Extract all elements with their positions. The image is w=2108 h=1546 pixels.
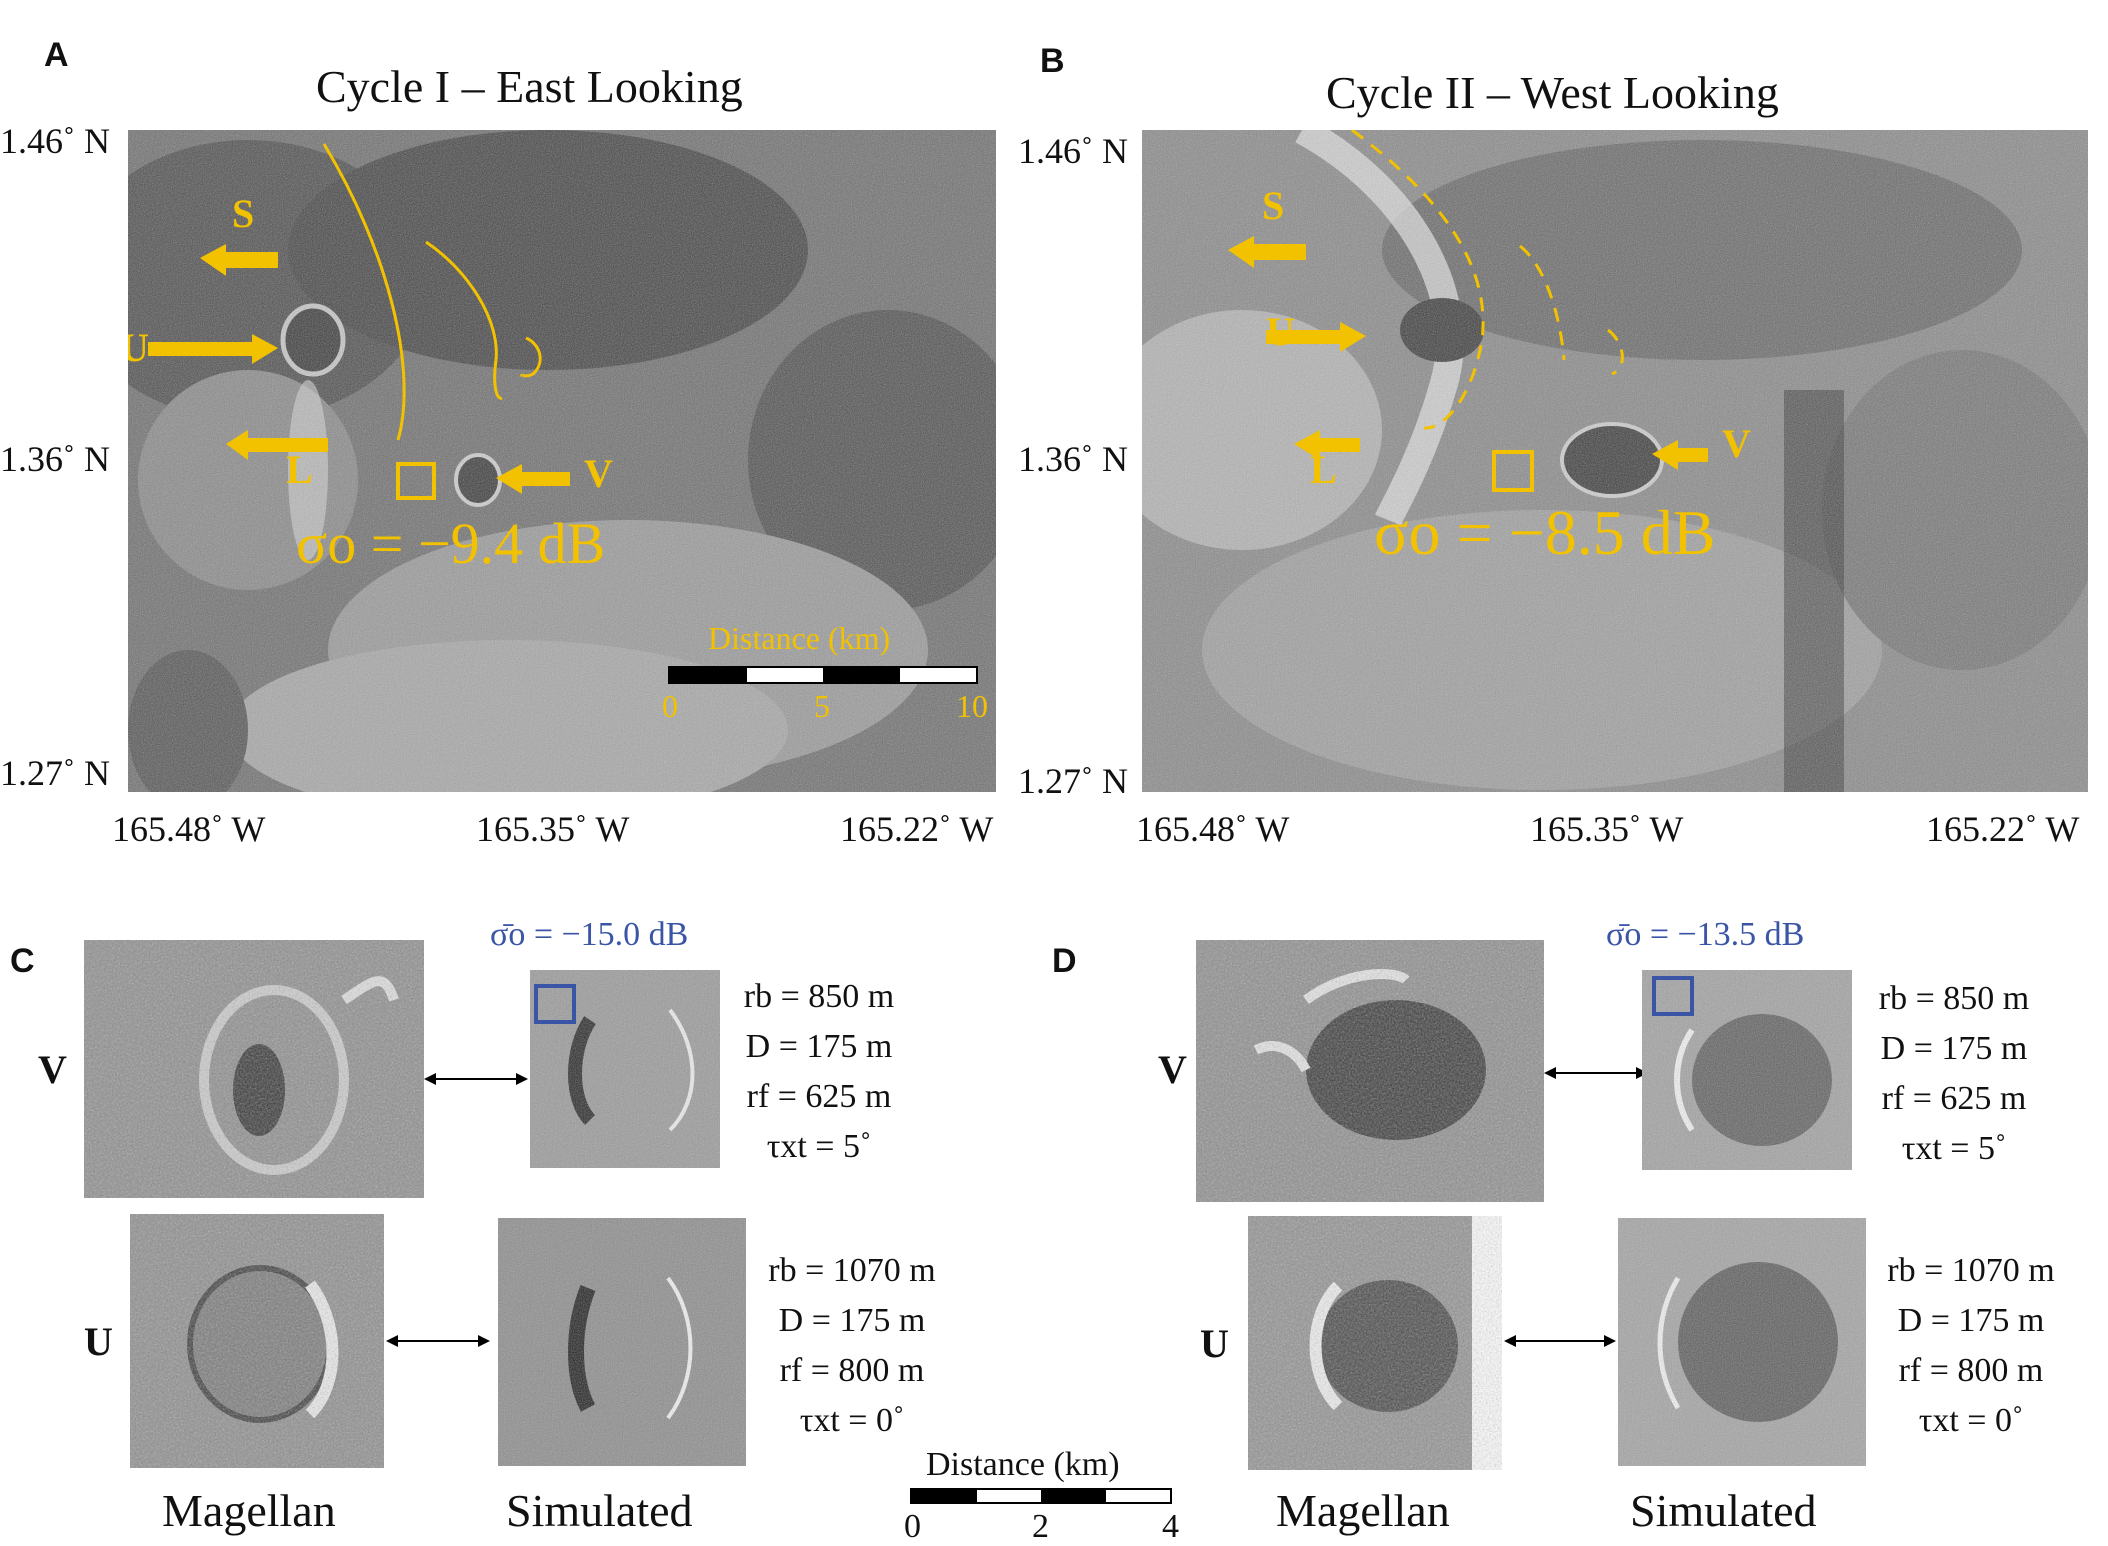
panel-b-radar-image: S U L V σo = −8.5 dB [1142,130,2088,792]
panel-c-caption-magellan: Magellan [162,1485,336,1536]
panel-a-scale-title: Distance (km) [708,620,891,656]
panel-c-sigma-bar: σ̄o = −15.0 dB [490,916,689,953]
param-rb: rb = 850 m [743,978,895,1015]
panel-d-u-simulated-image [1618,1218,1866,1466]
param-tau: τxt = 0˚ [799,1402,905,1439]
panel-a-letter: A [44,36,69,74]
panel-a-lat-1: 1.46˚ N [0,121,110,161]
panel-b-lat-1: 1.46˚ N [1018,131,1128,171]
panel-a-sigma: σo = −9.4 dB [296,511,606,576]
panel-c-v-params: rb = 850 m D = 175 m rf = 625 m τxt = 5˚ [724,972,914,1172]
panel-c-u-params: rb = 1070 m D = 175 m rf = 800 m τxt = 0… [752,1246,952,1446]
panel-a-lat-3: 1.27˚ N [0,753,110,793]
param-rf: rf = 625 m [746,1078,892,1115]
marker-l-label: L [286,447,313,492]
panel-d-v-simulated-image [1642,970,1852,1170]
panel-d-letter: D [1052,942,1077,980]
panel-d-u-params: rb = 1070 m D = 175 m rf = 800 m τxt = 0… [1866,1246,2076,1446]
marker-u-label: U [128,325,149,370]
param-rb: rb = 1070 m [768,1252,936,1289]
panel-d-sigma-bar: σ̄o = −13.5 dB [1606,916,1805,953]
panel-a-lat-2: 1.36˚ N [0,439,110,479]
param-d: D = 175 m [778,1302,926,1339]
panel-a-lon-3: 165.22˚ W [840,809,994,849]
panel-b-lon-2: 165.35˚ W [1530,809,1684,849]
bottom-scale-bar: Distance (km) 0 2 4 [904,1446,1179,1545]
param-tau: τxt = 0˚ [1918,1402,2024,1439]
panel-a-scale-tick-1: 5 [814,688,830,724]
panel-c-u-magellan-image [130,1214,384,1468]
param-rb: rb = 850 m [1878,980,2030,1017]
marker-v-label: V [1722,421,1751,466]
panel-b-sigma: σo = −8.5 dB [1374,497,1716,568]
panel-a-scale-bar: Distance (km) 0 5 10 [662,620,988,724]
marker-s-label: S [1262,183,1285,228]
panel-d-v-magellan-image [1196,940,1544,1202]
panel-b-lat-3: 1.27˚ N [1018,761,1128,801]
panel-d-v-arrow [1544,1067,1648,1079]
panel-c-caption-simulated: Simulated [506,1485,693,1536]
panel-d-caption-simulated: Simulated [1630,1485,1817,1536]
panel-c-row-v-label: V [38,1047,67,1092]
panel-d-caption-magellan: Magellan [1276,1485,1450,1536]
panel-c-row-u-label: U [84,1319,113,1364]
panel-b-letter: B [1040,42,1065,80]
bottom-scale-tick-2: 4 [1162,1508,1179,1545]
panel-c-v-magellan-image [84,940,424,1198]
param-rb: rb = 1070 m [1887,1252,2055,1289]
bottom-scale-title: Distance (km) [926,1446,1120,1483]
param-tau: τxt = 5˚ [1901,1130,2007,1167]
panel-d-u-magellan-image [1248,1216,1502,1470]
bottom-scale-tick-1: 2 [1032,1508,1049,1545]
panel-a-lon-2: 165.35˚ W [476,809,630,849]
param-d: D = 175 m [1897,1302,2045,1339]
panel-a-scale-tick-0: 0 [662,688,678,724]
marker-u-label: U [1266,309,1295,354]
marker-v-label: V [584,451,613,496]
panel-c-u-simulated-image [498,1218,746,1466]
panel-d-row-u-label: U [1200,1321,1229,1366]
panel-d-v-params: rb = 850 m D = 175 m rf = 625 m τxt = 5˚ [1854,974,2054,1174]
panel-c-letter: C [10,942,35,980]
panel-b-lat-2: 1.36˚ N [1018,439,1128,479]
param-d: D = 175 m [1880,1030,2028,1067]
param-rf: rf = 625 m [1881,1080,2027,1117]
panel-a-scale-tick-2: 10 [956,688,988,724]
panel-a-radar-image: S U L V σo = −9.4 dB Distance (km) 0 5 1… [128,130,996,792]
param-rf: rf = 800 m [1898,1352,2044,1389]
marker-l-label: L [1310,447,1337,492]
param-tau: τxt = 5˚ [766,1128,872,1165]
panel-a-title: Cycle I – East Looking [316,61,743,112]
panel-c-v-simulated-image [530,970,720,1168]
panel-a-lon-1: 165.48˚ W [112,809,266,849]
panel-d-u-arrow [1504,1335,1616,1347]
marker-s-label: S [232,191,255,236]
bottom-scale-tick-0: 0 [904,1508,921,1545]
param-d: D = 175 m [745,1028,893,1065]
panel-d-row-v-label: V [1158,1047,1187,1092]
panel-b-title: Cycle II – West Looking [1326,67,1779,118]
param-rf: rf = 800 m [779,1352,925,1389]
panel-b-lon-1: 165.48˚ W [1136,809,1290,849]
panel-c-v-arrow [424,1073,528,1085]
panel-c-u-arrow [386,1335,490,1347]
panel-b-lon-3: 165.22˚ W [1926,809,2080,849]
